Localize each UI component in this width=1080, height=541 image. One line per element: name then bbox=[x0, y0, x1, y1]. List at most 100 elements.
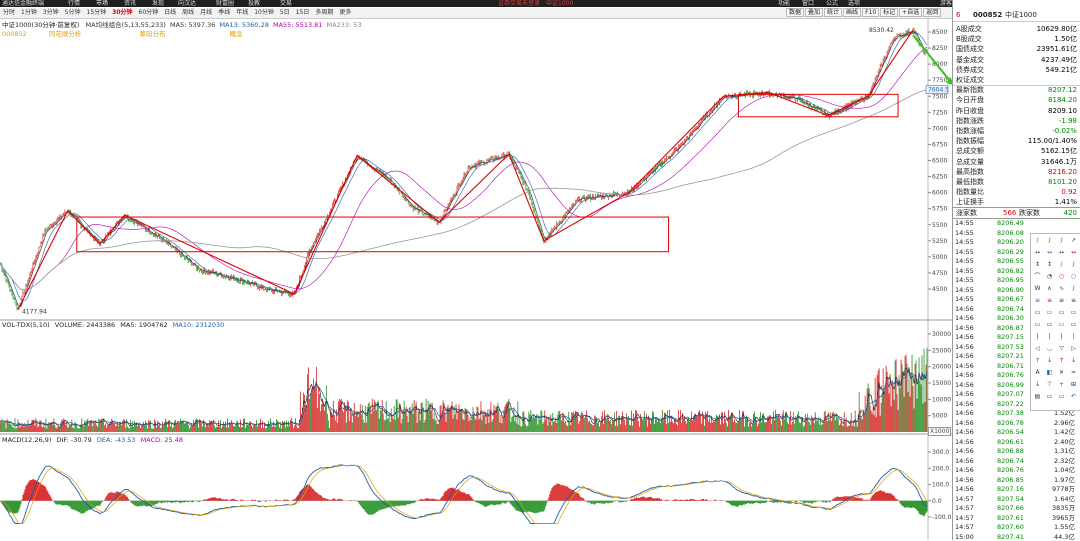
draw-tool-icon[interactable]: ▭ bbox=[1046, 321, 1053, 328]
period-tab[interactable]: 3分钟 bbox=[42, 9, 59, 16]
menu-item[interactable]: 通达信金融终端 bbox=[2, 0, 45, 7]
draw-tool-icon[interactable]: ▭ bbox=[1058, 393, 1065, 400]
tag-chips[interactable]: 筹码分布 bbox=[139, 30, 166, 38]
draw-tool-icon[interactable]: ⊤ bbox=[1046, 381, 1053, 388]
draw-tool-icon[interactable]: ▭ bbox=[1070, 321, 1077, 328]
period-tab[interactable]: 分时 bbox=[3, 9, 16, 16]
period-tab[interactable]: 5日 bbox=[279, 9, 290, 16]
tag-concept[interactable]: 概念 bbox=[229, 30, 243, 38]
draw-tool-icon[interactable]: ↕ bbox=[1046, 261, 1053, 268]
draw-tool-icon[interactable]: ⌒ bbox=[1034, 273, 1041, 280]
draw-tool-icon[interactable]: ↑ bbox=[1058, 357, 1065, 364]
draw-tool-icon[interactable]: ≡ bbox=[1034, 297, 1041, 304]
period-tab[interactable]: 日线 bbox=[164, 9, 177, 16]
menu-item[interactable]: 中证1000 bbox=[546, 0, 574, 7]
draw-tool-icon[interactable]: ↔ bbox=[1058, 249, 1065, 256]
draw-tool-icon[interactable]: ∧ bbox=[1047, 285, 1052, 292]
toolbar-button[interactable]: 叠加 bbox=[805, 8, 824, 17]
toolbar-button[interactable]: 返回 bbox=[923, 8, 942, 17]
draw-tool-icon[interactable]: ↗ bbox=[1070, 237, 1077, 244]
draw-tool-icon[interactable]: ∿ bbox=[1058, 285, 1065, 292]
draw-tool-icon[interactable]: / bbox=[1036, 237, 1039, 244]
draw-tool-icon[interactable]: | bbox=[1048, 333, 1051, 340]
draw-tool-icon[interactable]: ◡ bbox=[1046, 345, 1053, 352]
period-tab[interactable]: 60分钟 bbox=[138, 9, 159, 16]
draw-tool-icon[interactable]: ↑ bbox=[1034, 357, 1041, 364]
draw-tool-icon[interactable]: ⊞ bbox=[1070, 381, 1077, 388]
draw-tool-icon[interactable]: ◧ bbox=[1046, 369, 1053, 376]
draw-tool-icon[interactable]: ✕ bbox=[1058, 369, 1065, 376]
draw-tool-icon[interactable]: ↓ bbox=[1046, 357, 1053, 364]
toolbar-button[interactable]: 标记 bbox=[880, 8, 899, 17]
chart-canvas[interactable]: 8500 8250 8000 7750 7500 7250 7000 6750 6500 6250… bbox=[0, 18, 952, 540]
menu-item[interactable]: 资讯 bbox=[124, 0, 137, 7]
period-tab[interactable]: 30分钟 bbox=[112, 9, 133, 16]
draw-tool-icon[interactable]: ○ bbox=[1058, 273, 1065, 280]
period-tab[interactable]: 周线 bbox=[182, 9, 195, 16]
draw-tool-icon[interactable]: ▭ bbox=[1058, 321, 1065, 328]
toolbar-button[interactable]: 统计 bbox=[824, 8, 843, 17]
menu-item[interactable]: 选项 bbox=[848, 0, 861, 7]
period-tab[interactable]: 15日 bbox=[295, 9, 310, 16]
menu-item[interactable]: 交易 bbox=[280, 0, 293, 7]
toolbar-button[interactable]: 画线 bbox=[843, 8, 862, 17]
period-tab[interactable]: 多周期 bbox=[315, 9, 334, 16]
draw-tool-icon[interactable]: ↓ bbox=[1034, 381, 1041, 388]
menu-item[interactable]: 发现 bbox=[152, 0, 165, 7]
draw-tool-icon[interactable]: ▭ bbox=[1034, 321, 1041, 328]
period-tab[interactable]: 年线 bbox=[236, 9, 249, 16]
draw-tool-icon[interactable]: ≡ bbox=[1046, 297, 1053, 304]
draw-tool-icon[interactable]: / bbox=[1048, 237, 1051, 244]
draw-tool-icon[interactable]: ▷ bbox=[1071, 345, 1076, 352]
period-tab[interactable]: 1分钟 bbox=[21, 9, 37, 16]
draw-tool-icon[interactable]: ↕ bbox=[1034, 261, 1041, 268]
draw-tool-icon[interactable]: ▭ bbox=[1034, 309, 1041, 316]
drawing-tools-palette[interactable]: / / / ↗ ↔ ↔ ↔ ↔ ↕ ↕ / / ⌒ ◔ ○ ○ W ∧ ∿ / ≡ ≡ ≡ ≡ ▭ ▭ ▭ ▭ ▭ ▭ ▭ ▭ | | | | ◁ ◡ ▽ ▷… bbox=[1030, 233, 1080, 411]
menu-item[interactable]: 公式 bbox=[826, 0, 839, 7]
draw-tool-icon[interactable]: ▤ bbox=[1034, 393, 1041, 400]
draw-tool-icon[interactable]: A bbox=[1035, 369, 1040, 376]
toolbar-button[interactable]: 数据 bbox=[786, 8, 805, 17]
draw-tool-icon[interactable]: ↔ bbox=[1070, 249, 1077, 256]
draw-tool-icon[interactable]: ↔ bbox=[1046, 249, 1053, 256]
draw-tool-icon[interactable]: / bbox=[1060, 237, 1063, 244]
menu-item[interactable]: 向汉达 bbox=[178, 0, 197, 7]
draw-tool-icon[interactable]: ◁ bbox=[1035, 345, 1040, 352]
draw-tool-icon[interactable]: ↓ bbox=[1070, 357, 1077, 364]
menu-item[interactable]: 游客 bbox=[940, 0, 953, 7]
menu-item[interactable]: 市场 bbox=[96, 0, 109, 7]
draw-tool-icon[interactable]: ≡ bbox=[1058, 297, 1065, 304]
toolbar-button[interactable]: +自选 bbox=[899, 8, 923, 17]
draw-tool-icon[interactable]: ▭ bbox=[1046, 393, 1053, 400]
period-tab[interactable]: 季线 bbox=[218, 9, 231, 16]
draw-tool-icon[interactable]: ≡ bbox=[1070, 297, 1077, 304]
draw-tool-icon[interactable]: W bbox=[1034, 285, 1041, 292]
menu-item[interactable]: 财富圈 bbox=[216, 0, 235, 7]
tag-analysis[interactable]: 同花顺分析 bbox=[48, 30, 82, 38]
draw-tool-icon[interactable]: ↶ bbox=[1070, 393, 1077, 400]
draw-tool-icon[interactable]: ◔ bbox=[1046, 273, 1053, 280]
draw-tool-icon[interactable]: | bbox=[1060, 333, 1063, 340]
draw-tool-icon[interactable]: + bbox=[1058, 381, 1065, 388]
draw-tool-icon[interactable]: / bbox=[1072, 285, 1075, 292]
draw-tool-icon[interactable]: / bbox=[1072, 261, 1075, 268]
draw-tool-icon[interactable]: | bbox=[1036, 333, 1039, 340]
period-tab[interactable]: 10分钟 bbox=[254, 9, 274, 16]
draw-tool-icon[interactable]: ▭ bbox=[1046, 309, 1053, 316]
draw-tool-icon[interactable]: | bbox=[1072, 333, 1075, 340]
draw-tool-icon[interactable]: / bbox=[1060, 261, 1063, 268]
period-tab[interactable]: 更多 bbox=[339, 9, 352, 16]
draw-tool-icon[interactable]: ≈ bbox=[1070, 369, 1077, 376]
period-tab[interactable]: 5分钟 bbox=[64, 9, 81, 16]
menu-item[interactable]: 功能 bbox=[778, 0, 791, 7]
draw-tool-icon[interactable]: ▭ bbox=[1070, 309, 1077, 316]
draw-tool-icon[interactable]: ▽ bbox=[1059, 345, 1064, 352]
draw-tool-icon[interactable]: ▭ bbox=[1058, 309, 1065, 316]
code-tag[interactable]: 000852 bbox=[2, 30, 27, 38]
draw-tool-icon[interactable]: ↔ bbox=[1034, 249, 1041, 256]
period-tab[interactable]: 月线 bbox=[200, 9, 213, 16]
draw-tool-icon[interactable]: ○ bbox=[1070, 273, 1077, 280]
menu-item[interactable]: 投教 bbox=[248, 0, 261, 7]
menu-item[interactable]: 证券交易未登录 bbox=[498, 0, 541, 7]
period-tab[interactable]: 15分钟 bbox=[86, 9, 107, 16]
